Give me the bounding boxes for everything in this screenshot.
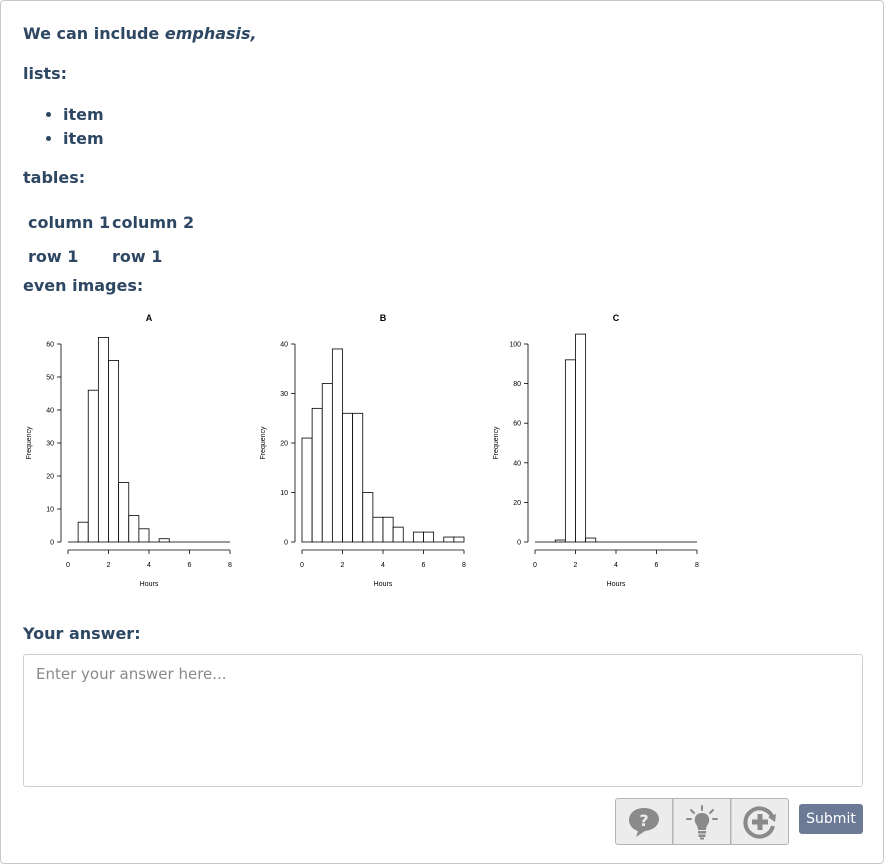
table-header-cell: column 1	[28, 213, 111, 232]
histogram-bar	[423, 531, 435, 543]
histogram-bar	[412, 531, 424, 543]
hint-help-icon: ?	[629, 807, 659, 837]
histogram-bar	[321, 383, 333, 543]
tables-label: tables:	[23, 168, 86, 187]
x-tick-label: 8	[228, 562, 232, 569]
y-tick-label: 10	[280, 490, 288, 497]
answer-label: Your answer:	[23, 624, 141, 643]
y-tick-label: 40	[280, 342, 288, 349]
y-tick-label: 10	[46, 507, 54, 514]
histogram-bar	[342, 412, 354, 543]
histogram-figure: A 0 10 20 30 40 50 60 0 2 4 6 8 Hours Frequency B 0 10 20 3…	[23, 307, 723, 597]
x-tick-label: 6	[655, 562, 659, 569]
images-label: even images:	[23, 276, 144, 295]
y-tick-label: 20	[46, 474, 54, 481]
x-tick-label: 4	[147, 562, 151, 569]
y-tick-label: 0	[284, 540, 288, 547]
x-axis-label: Hours	[607, 581, 626, 588]
x-tick-label: 8	[695, 562, 699, 569]
histogram-bar	[118, 482, 130, 543]
histogram-bar	[443, 536, 455, 543]
histogram-bar	[87, 389, 99, 543]
list-item: item	[63, 127, 104, 151]
y-tick-label: 60	[46, 342, 54, 349]
histogram-bar	[301, 437, 313, 543]
list-item: item	[63, 103, 104, 127]
lightbulb-icon	[686, 804, 718, 839]
answer-input[interactable]	[23, 654, 863, 787]
lists-label: lists:	[23, 64, 68, 83]
x-tick-label: 4	[381, 562, 385, 569]
histogram-bar	[585, 537, 597, 543]
intro-prefix: We can include	[23, 24, 165, 43]
add-circle-icon	[743, 806, 776, 838]
histogram-bar	[362, 492, 374, 543]
svg-text:?: ?	[639, 811, 648, 830]
intro-text: We can include emphasis,	[23, 24, 257, 43]
x-tick-label: 2	[574, 562, 578, 569]
action-button-group: ?	[615, 798, 789, 845]
histogram-bar	[138, 528, 150, 543]
histogram-bar	[382, 516, 394, 543]
chart-title: C	[613, 313, 620, 323]
histogram-bar	[77, 521, 89, 543]
histogram-bar	[108, 360, 120, 543]
y-tick-label: 50	[46, 375, 54, 382]
histogram-bar	[311, 407, 323, 543]
histogram-bar	[128, 515, 140, 543]
y-tick-label: 30	[46, 441, 54, 448]
hint-button[interactable]	[673, 798, 731, 845]
histogram-bar	[352, 412, 364, 543]
x-tick-label: 0	[533, 562, 537, 569]
x-tick-label: 6	[188, 562, 192, 569]
submit-button[interactable]: Submit	[799, 804, 863, 834]
histogram-bar	[97, 336, 109, 543]
x-tick-label: 6	[422, 562, 426, 569]
x-tick-label: 4	[614, 562, 618, 569]
y-tick-label: 30	[280, 391, 288, 398]
y-tick-label: 20	[513, 500, 521, 507]
x-tick-label: 2	[107, 562, 111, 569]
x-axis-label: Hours	[374, 581, 393, 588]
y-axis-label: Frequency	[260, 426, 267, 460]
help-button[interactable]: ?	[615, 798, 673, 845]
histogram-bar	[564, 359, 576, 543]
y-tick-label: 20	[280, 441, 288, 448]
y-axis-label: Frequency	[26, 426, 33, 460]
histogram-bar	[392, 526, 404, 543]
intro-emphasis: emphasis,	[164, 24, 257, 43]
table-cell: row 1	[112, 247, 163, 266]
histogram-bar	[575, 333, 587, 543]
bullet-list: item item	[23, 103, 104, 151]
y-tick-label: 40	[46, 408, 54, 415]
x-axis-label: Hours	[140, 581, 159, 588]
x-tick-label: 8	[462, 562, 466, 569]
y-tick-label: 100	[509, 342, 521, 349]
y-axis-label: Frequency	[493, 426, 500, 460]
table-cell: row 1	[28, 247, 79, 266]
y-tick-label: 80	[513, 381, 521, 388]
histogram-bar	[372, 516, 384, 543]
y-tick-label: 60	[513, 421, 521, 428]
y-tick-label: 40	[513, 460, 521, 467]
y-tick-label: 0	[50, 540, 54, 547]
histogram-bar	[554, 539, 566, 543]
histogram-bar	[158, 538, 170, 543]
x-tick-label: 0	[66, 562, 70, 569]
add-button[interactable]	[731, 798, 789, 845]
chart-title: A	[146, 313, 153, 323]
histogram-bar	[453, 536, 465, 543]
histogram-bar	[331, 348, 343, 543]
table-header-cell: column 2	[112, 213, 195, 232]
chart-title: B	[380, 313, 387, 323]
x-tick-label: 0	[300, 562, 304, 569]
x-tick-label: 2	[341, 562, 345, 569]
y-tick-label: 0	[517, 540, 521, 547]
